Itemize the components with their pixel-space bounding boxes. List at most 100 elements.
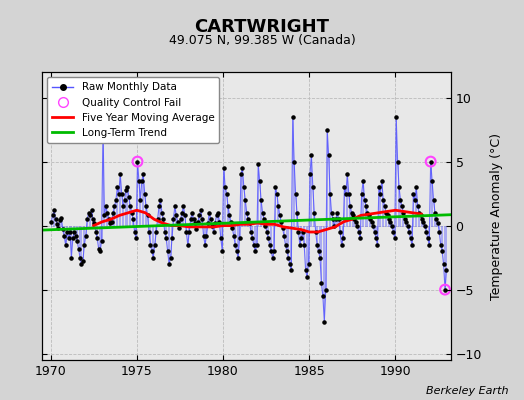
Point [146,242,155,248]
Point [195,212,203,218]
Point [405,229,413,235]
Point [418,216,426,222]
Point [244,216,253,222]
Point [105,216,113,222]
Point [66,229,74,235]
Point [239,184,248,190]
Point [372,235,380,242]
Point [227,218,235,225]
Point [54,225,63,231]
Point [142,203,150,210]
Point [395,184,403,190]
Point [310,210,319,216]
Point [389,229,398,235]
Point [60,233,69,239]
Point [76,254,84,261]
Point [384,212,392,218]
Point [102,203,110,210]
Point [86,212,94,218]
Point [158,210,166,216]
Point [440,261,448,267]
Point [121,197,129,203]
Point [339,235,347,242]
Point [289,114,297,120]
Point [152,229,160,235]
Point [99,126,107,133]
Point [376,190,385,197]
Point [388,222,396,229]
Point [399,210,408,216]
Point [212,212,221,218]
Point [370,229,379,235]
Point [100,212,108,218]
Point [281,242,290,248]
Point [49,212,57,218]
Point [182,229,191,235]
Point [415,210,423,216]
Point [379,197,387,203]
Point [69,235,77,242]
Point [258,210,267,216]
Point [154,216,162,222]
Point [71,233,80,239]
Point [324,152,333,158]
Point [431,210,439,216]
Point [309,184,317,190]
Point [256,178,264,184]
Point [311,229,320,235]
Point [129,216,137,222]
Point [427,158,435,165]
Point [278,225,287,231]
Point [254,161,263,167]
Point [191,220,199,226]
Point [97,238,106,244]
Point [317,280,325,286]
Point [263,229,271,235]
Point [303,274,311,280]
Text: 49.075 N, 99.385 W (Canada): 49.075 N, 99.385 W (Canada) [169,34,355,47]
Point [181,212,189,218]
Point [421,222,429,229]
Point [323,126,331,133]
Point [291,190,300,197]
Point [401,216,409,222]
Point [362,203,370,210]
Point [125,194,133,201]
Point [90,220,99,226]
Point [109,210,117,216]
Point [221,184,230,190]
Point [80,242,89,248]
Point [260,216,268,222]
Point [361,197,369,203]
Point [173,218,182,225]
Point [427,158,435,165]
Point [306,171,314,178]
Point [411,197,419,203]
Point [375,184,383,190]
Point [188,210,196,216]
Point [409,190,418,197]
Point [353,222,362,229]
Point [231,242,239,248]
Point [216,235,225,242]
Point [268,254,277,261]
Point [189,216,198,222]
Point [349,212,357,218]
Point [347,210,356,216]
Point [367,218,376,225]
Point [183,242,192,248]
Point [50,207,58,214]
Point [394,158,402,165]
Point [56,217,64,224]
Text: Berkeley Earth: Berkeley Earth [426,386,508,396]
Point [112,197,120,203]
Point [163,248,172,254]
Point [82,233,90,239]
Point [89,216,97,222]
Point [264,235,272,242]
Point [428,178,436,184]
Point [365,212,373,218]
Point [340,184,348,190]
Point [392,114,400,120]
Point [93,235,102,242]
